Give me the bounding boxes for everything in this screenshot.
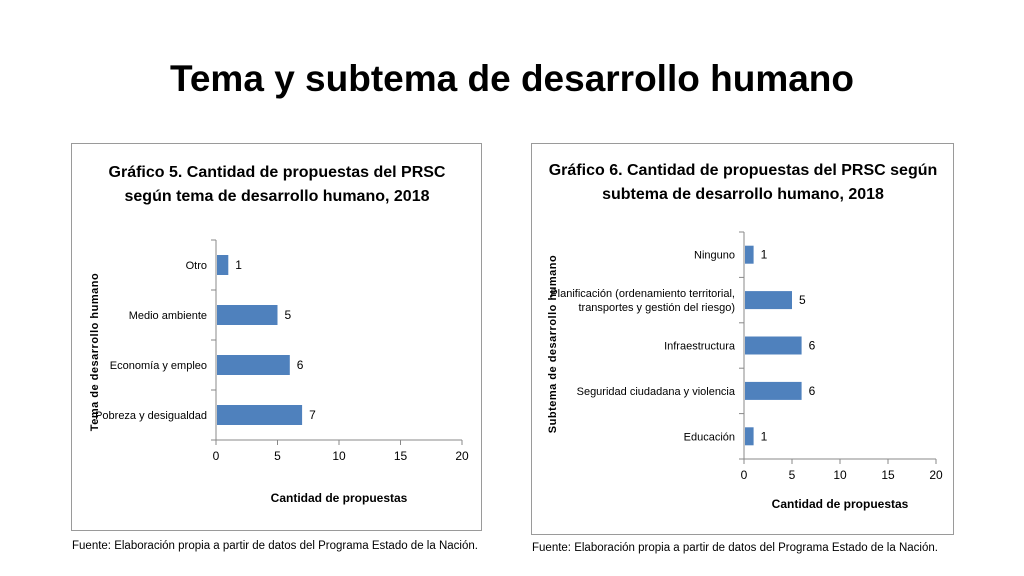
chart-5-x-tick-label: 15 <box>394 449 408 463</box>
chart-6-category-label: transportes y gestión del riesgo) <box>578 302 735 314</box>
slide-title: Tema y subtema de desarrollo humano <box>170 58 854 99</box>
chart-6-bar <box>745 336 802 355</box>
chart-5-bar <box>217 405 303 425</box>
chart-6-bar <box>745 427 754 446</box>
chart-5-x-tick-label: 5 <box>274 449 281 463</box>
chart-5-bar <box>217 355 290 375</box>
chart-6-title-line: Gráfico 6. Cantidad de propuestas del PR… <box>549 162 938 179</box>
chart-5-x-tick-label: 10 <box>332 449 346 463</box>
chart-6-category-label: Educación <box>684 431 735 443</box>
chart-5-data-label: 7 <box>309 408 316 422</box>
chart-6-data-label: 6 <box>809 384 816 398</box>
chart-6-x-tick-label: 15 <box>881 468 895 482</box>
chart-5-category-label: Pobreza y desigualdad <box>95 410 207 422</box>
chart-5-category-label: Otro <box>186 260 207 272</box>
chart-5-title-line: Gráfico 5. Cantidad de propuestas del PR… <box>109 164 446 181</box>
chart-6-data-label: 5 <box>799 293 806 307</box>
chart-5-data-label: 5 <box>285 308 292 322</box>
chart-6-bar <box>745 291 792 310</box>
chart-5-x-axis-label: Cantidad de propuestas <box>271 491 408 505</box>
chart-6-data-label: 1 <box>761 248 768 262</box>
chart-6-category-label: Seguridad ciudadana y violencia <box>577 386 736 398</box>
chart-6-data-label: 1 <box>761 429 768 443</box>
chart-6-category-label: Ninguno <box>694 250 735 262</box>
chart-5-bar <box>217 255 229 275</box>
chart-5-x-tick-label: 0 <box>213 449 220 463</box>
chart-6-x-tick-label: 10 <box>833 468 847 482</box>
chart-6-title-line: subtema de desarrollo humano, 2018 <box>602 186 884 203</box>
chart-5: Gráfico 5. Cantidad de propuestas del PR… <box>89 164 469 505</box>
chart-6: Gráfico 6. Cantidad de propuestas del PR… <box>547 162 943 511</box>
source-note-chart-6: Fuente: Elaboración propia a partir de d… <box>532 542 938 554</box>
chart-6-x-tick-label: 5 <box>789 468 796 482</box>
chart-5-x-tick-label: 20 <box>455 449 469 463</box>
chart-6-data-label: 6 <box>809 339 816 353</box>
chart-5-title-line: según tema de desarrollo humano, 2018 <box>125 188 430 205</box>
chart-5-y-axis-label: Tema de desarrollo humano <box>89 273 101 431</box>
chart-6-frame: Gráfico 6. Cantidad de propuestas del PR… <box>531 143 954 535</box>
chart-6-x-tick-label: 0 <box>741 468 748 482</box>
chart-6-bar <box>745 245 754 264</box>
chart-6-category-label: Planificación (ordenamiento territorial, <box>550 288 735 300</box>
chart-5-frame: Gráfico 5. Cantidad de propuestas del PR… <box>71 143 482 531</box>
chart-6-bar <box>745 381 802 400</box>
chart-5-data-label: 6 <box>297 358 304 372</box>
chart-6-category-label: Infraestructura <box>664 341 736 353</box>
chart-5-category-label: Economía y empleo <box>110 360 207 372</box>
chart-5-bar <box>217 305 278 325</box>
chart-5-data-label: 1 <box>235 258 242 272</box>
chart-6-x-axis-label: Cantidad de propuestas <box>772 497 909 511</box>
source-note-chart-5: Fuente: Elaboración propia a partir de d… <box>72 540 478 552</box>
chart-5-category-label: Medio ambiente <box>129 310 207 322</box>
chart-6-x-tick-label: 20 <box>929 468 943 482</box>
chart-6-y-axis-label: Subtema de desarrollo humano <box>547 255 559 433</box>
